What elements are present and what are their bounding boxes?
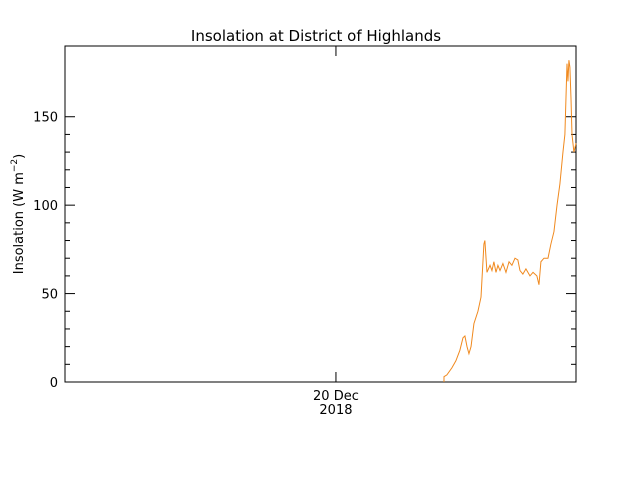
y-tick-label: 0 (50, 376, 58, 391)
y-label-sup: −2 (10, 159, 20, 172)
y-tick-label: 150 (33, 111, 58, 126)
y-label-text: Insolation (W m (12, 172, 27, 274)
plot-frame (64, 45, 577, 383)
chart-title: Insolation at District of Highlands (191, 27, 441, 45)
y-tick-label: 100 (33, 199, 58, 214)
y-tick-label: 50 (41, 288, 58, 303)
y-label-close: ) (12, 154, 27, 159)
x-tick-label: 2018 (319, 403, 352, 418)
x-tick-label: 20 Dec (313, 389, 359, 404)
y-axis-label: Insolation (W m−2) (10, 154, 27, 275)
line-series (443, 60, 577, 382)
